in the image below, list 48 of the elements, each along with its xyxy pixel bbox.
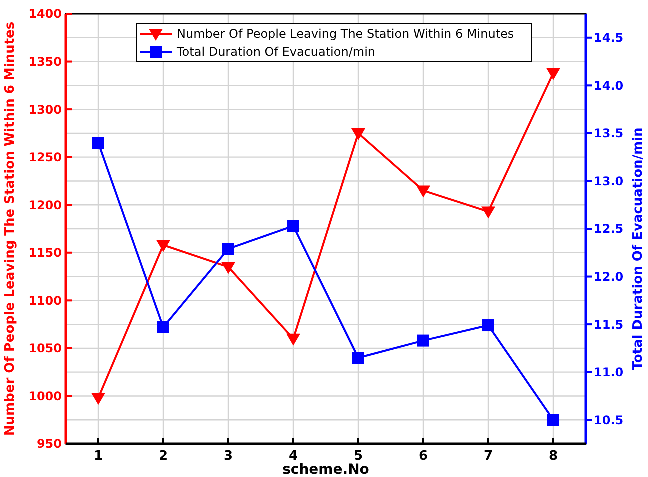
y2-tick-label: 13.5 [594,126,624,141]
y-tick-label: 1250 [28,150,62,165]
y2-tick-label: 12.5 [594,222,624,236]
legend-label: Number Of People Leaving The Station Within 6 Minutes [177,27,514,42]
point [482,206,496,219]
point [92,393,106,406]
y2-tick-label: 13.0 [594,174,624,188]
point [548,414,560,426]
y-axis-title: Number Of People Leaving The Station Within 6 Minutes [3,22,18,436]
y-tick-label: 1200 [28,198,62,212]
point [416,186,430,198]
y2-axis-title: Total Duration Of Evacuation/min [631,128,646,370]
y-tick-label: 1050 [28,342,62,356]
point [546,68,560,80]
point [286,334,300,346]
y-tick-label: 1000 [28,389,62,404]
y2-tick-label: 11.0 [594,366,624,380]
y2-tick-label: 11.5 [594,318,624,332]
point [158,321,170,334]
x-tick-label: 2 [158,449,168,464]
x-tick-label: 6 [418,449,428,464]
x-tick-label: 3 [224,449,234,464]
point [482,320,494,332]
y2-tick-label: 14.0 [594,78,624,93]
x-axis-title: scheme.No [282,462,370,477]
point [288,220,300,232]
y-tick-label: 1100 [28,294,62,308]
y-tick-label: 1350 [28,54,62,69]
x-tick-label: 5 [354,449,364,464]
x-tick-label: 7 [484,449,494,464]
x-tick-label: 8 [548,449,558,464]
y-tick-label: 950 [36,437,62,452]
point [352,352,364,364]
y-tick-label: 1150 [28,246,62,260]
legend-label: Total Duration Of Evacuation/min [176,45,376,60]
y2-tick-label: 12.0 [594,270,624,284]
x-tick-label: 1 [94,449,104,464]
point [418,334,430,347]
point [92,137,104,149]
y2-tick-label: 10.5 [594,413,624,428]
point [352,128,366,140]
point [222,262,236,274]
y-tick-label: 1400 [28,7,62,22]
y2-tick-label: 14.5 [594,31,624,46]
point [222,243,234,256]
x-tick-label: 4 [288,449,298,464]
y-tick-label: 1300 [28,102,62,117]
point [156,240,170,252]
